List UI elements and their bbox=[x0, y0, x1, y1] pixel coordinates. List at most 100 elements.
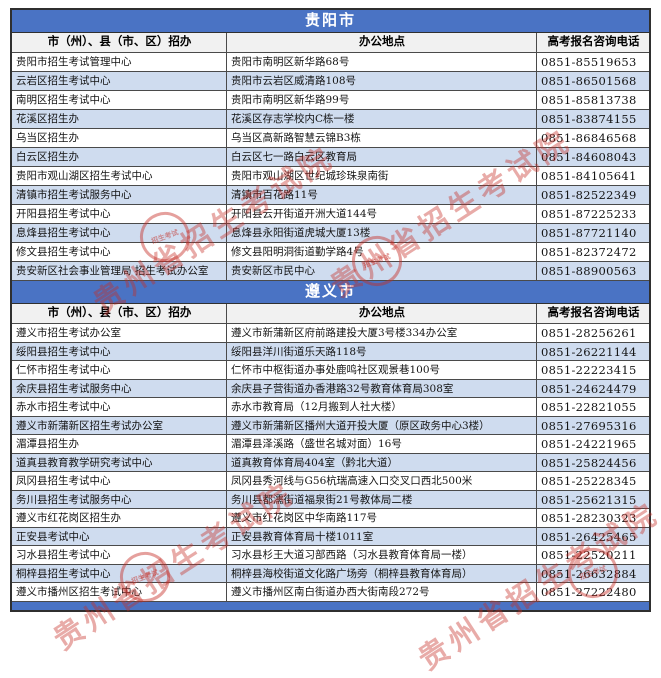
column-header-office: 市（州）、县（市、区）招办 bbox=[12, 304, 227, 323]
section-title-guiyang: 贵阳市 bbox=[12, 10, 649, 33]
table-row: 绥阳县招生考试中心 绥阳县洋川街道乐天路118号 0851-26221144 bbox=[12, 342, 649, 361]
table-row: 清镇市招生考试服务中心 清镇市百花路11号 0851-82522349 bbox=[12, 186, 649, 205]
cell-address: 花溪区存志学校内C栋一楼 bbox=[227, 110, 537, 128]
table-row: 贵阳市观山湖区招生考试中心 贵阳市观山湖区世纪城珍珠泉南街 0851-8410564… bbox=[12, 167, 649, 186]
cell-phone: 0851-25824456 bbox=[541, 455, 637, 470]
cell-address: 遵义市新蒲新区播州大道开投大厦（原区政务中心3楼） bbox=[227, 416, 537, 434]
cell-phone: 0851-85519653 bbox=[541, 55, 637, 69]
cell-address: 桐梓县海校街道文化路广场旁（桐梓县教育体育局） bbox=[227, 564, 537, 582]
cell-office: 南明区招生考试中心 bbox=[12, 91, 227, 109]
column-header-phone: 高考报名咨询电话 bbox=[547, 307, 640, 319]
cell-phone: 0851-84608043 bbox=[541, 150, 637, 164]
cell-office: 花溪区招生办 bbox=[12, 110, 227, 128]
cell-address: 乌当区高新路智慧云锦B3栋 bbox=[227, 129, 537, 147]
cell-office: 清镇市招生考试服务中心 bbox=[12, 186, 227, 204]
cell-office: 务川县招生考试服务中心 bbox=[12, 490, 227, 508]
table-row: 贵阳市招生考试管理中心 贵阳市南明区新华路68号 0851-85519653 bbox=[12, 53, 649, 72]
cell-address: 习水县杉王大道习部西路（习水县教育体育局一楼） bbox=[227, 546, 537, 564]
table-row: 遵义市招生考试办公室 遵义市新蒲新区府前路建投大厦3号楼334办公室 0851-28… bbox=[12, 324, 649, 343]
cell-office: 贵阳市招生考试管理中心 bbox=[12, 53, 227, 71]
table-row: 贵安新区社会事业管理局 招生考试办公室 贵安新区市民中心 0851-88900563 bbox=[12, 262, 649, 281]
cell-office: 道真县教育教学研究考试中心 bbox=[12, 453, 227, 471]
cell-phone: 0851-24221965 bbox=[541, 437, 637, 451]
cell-address: 贵阳市云岩区威清路108号 bbox=[227, 72, 537, 90]
cell-address: 贵阳市南明区新华路99号 bbox=[227, 91, 537, 109]
cell-phone: 0851-87721140 bbox=[541, 226, 637, 240]
table-row: 修文县招生考试中心 修文县阳明洞街道勤学路4号 0851-82372472 bbox=[12, 243, 649, 262]
cell-address: 贵安新区市民中心 bbox=[227, 262, 537, 280]
registration-offices-table: 贵阳市 市（州）、县（市、区）招办 办公地点 高考报名咨询电话 贵阳市招生考试管… bbox=[10, 8, 651, 612]
cell-address: 凤冈县秀河线与G56杭瑞高速入口交叉口西北500米 bbox=[227, 472, 537, 490]
table-row: 习水县招生考试中心 习水县杉王大道习部西路（习水县教育体育局一楼） 0851-225… bbox=[12, 546, 649, 565]
cell-office: 遵义市招生考试办公室 bbox=[12, 324, 227, 342]
column-header-row: 市（州）、县（市、区）招办 办公地点 高考报名咨询电话 bbox=[12, 304, 649, 324]
table-row: 南明区招生考试中心 贵阳市南明区新华路99号 0851-85813738 bbox=[12, 91, 649, 110]
cell-phone: 0851-28256261 bbox=[541, 326, 637, 340]
table-row: 息烽县招生考试中心 息烽县永阳街道虎城大厦13楼 0851-87721140 bbox=[12, 224, 649, 243]
cell-phone: 0851-88900563 bbox=[541, 264, 637, 278]
cell-phone: 0851-82372472 bbox=[541, 245, 637, 259]
table-row: 桐梓县招生考试中心 桐梓县海校街道文化路广场旁（桐梓县教育体育局） 0851-266… bbox=[12, 564, 649, 583]
section-title-zunyi: 遵义市 bbox=[12, 281, 649, 304]
cell-office: 云岩区招生考试中心 bbox=[12, 72, 227, 90]
cell-phone: 0851-26221144 bbox=[541, 344, 637, 359]
table-row: 湄潭县招生办 湄潭县泽溪路（盛世名城对面）16号 0851-24221965 bbox=[12, 435, 649, 454]
cell-office: 正安县考试中心 bbox=[12, 527, 227, 545]
cell-phone: 0851-82522349 bbox=[541, 188, 637, 202]
table-row: 乌当区招生办 乌当区高新路智慧云锦B3栋 0851-86846568 bbox=[12, 129, 649, 148]
cell-phone: 0851-86501568 bbox=[541, 74, 637, 88]
table-row: 凤冈县招生考试中心 凤冈县秀河线与G56杭瑞高速入口交叉口西北500米 0851-2… bbox=[12, 472, 649, 491]
cell-phone: 0851-83874155 bbox=[541, 112, 637, 126]
table-row: 白云区招生办 白云区七一路白云区教育局 0851-84608043 bbox=[12, 148, 649, 167]
cell-phone: 0851-28230323 bbox=[541, 511, 637, 525]
cell-address: 贵阳市南明区新华路68号 bbox=[227, 53, 537, 71]
section-guiyang: 贵阳市 市（州）、县（市、区）招办 办公地点 高考报名咨询电话 贵阳市招生考试管… bbox=[12, 10, 649, 281]
cell-office: 贵阳市观山湖区招生考试中心 bbox=[12, 167, 227, 185]
table-row: 花溪区招生办 花溪区存志学校内C栋一楼 0851-83874155 bbox=[12, 110, 649, 129]
cell-phone: 0851-84105641 bbox=[541, 169, 637, 183]
cell-address: 务川县都濡街道福泉街21号教体局二楼 bbox=[227, 490, 537, 508]
cell-office: 白云区招生办 bbox=[12, 148, 227, 166]
cell-address: 遵义市播州区南白街道办西大街南段272号 bbox=[227, 583, 537, 601]
table-row: 开阳县招生考试中心 开阳县云开街道开洲大道144号 0851-87225233 bbox=[12, 205, 649, 224]
cell-address: 湄潭县泽溪路（盛世名城对面）16号 bbox=[227, 435, 537, 453]
cell-phone: 0851-25621315 bbox=[541, 492, 637, 507]
cell-office: 修文县招生考试中心 bbox=[12, 243, 227, 261]
table-row: 遵义市播州区招生考试中心 遵义市播州区南白街道办西大街南段272号 0851-272… bbox=[12, 583, 649, 602]
table-row: 正安县考试中心 正安县教育体育局十楼1011室 0851-26425465 bbox=[12, 527, 649, 546]
cell-office: 息烽县招生考试中心 bbox=[12, 224, 227, 242]
cell-address: 修文县阳明洞街道勤学路4号 bbox=[227, 243, 537, 261]
cell-address: 清镇市百花路11号 bbox=[227, 186, 537, 204]
table-row: 遵义市新蒲新区招生考试办公室 遵义市新蒲新区播州大道开投大厦（原区政务中心3楼） 0… bbox=[12, 416, 649, 435]
cell-phone: 0851-22223415 bbox=[541, 363, 637, 377]
cell-address: 息烽县永阳街道虎城大厦13楼 bbox=[227, 224, 537, 242]
cell-office: 遵义市新蒲新区招生考试办公室 bbox=[12, 416, 227, 434]
cell-office: 贵安新区社会事业管理局 招生考试办公室 bbox=[12, 262, 227, 280]
table-row: 务川县招生考试服务中心 务川县都濡街道福泉街21号教体局二楼 0851-256213… bbox=[12, 490, 649, 509]
column-header-office: 市（州）、县（市、区）招办 bbox=[12, 33, 227, 52]
cell-phone: 0851-86846568 bbox=[541, 131, 637, 145]
cell-office: 桐梓县招生考试中心 bbox=[12, 564, 227, 582]
table-row: 赤水市招生考试中心 赤水市教育局（12月搬到人社大楼） 0851-22821055 bbox=[12, 398, 649, 417]
column-header-phone: 高考报名咨询电话 bbox=[547, 36, 640, 48]
cell-address: 遵义市新蒲新区府前路建投大厦3号楼334办公室 bbox=[227, 324, 537, 342]
table-row: 余庆县招生考试服务中心 余庆县子营街道办香港路32号教育体育局308室 0851-2… bbox=[12, 379, 649, 398]
cell-address: 正安县教育体育局十楼1011室 bbox=[227, 527, 537, 545]
cell-office: 仁怀市招生考试中心 bbox=[12, 361, 227, 379]
cell-office: 凤冈县招生考试中心 bbox=[12, 472, 227, 490]
section-zunyi: 遵义市 市（州）、县（市、区）招办 办公地点 高考报名咨询电话 遵义市招生考试办… bbox=[12, 281, 649, 602]
table-row: 仁怀市招生考试中心 仁怀市中枢街道办事处鹿鸣社区观景巷100号 0851-22223… bbox=[12, 361, 649, 380]
cell-phone: 0851-85813738 bbox=[541, 93, 637, 107]
cell-address: 绥阳县洋川街道乐天路118号 bbox=[227, 342, 537, 360]
cell-office: 开阳县招生考试中心 bbox=[12, 205, 227, 223]
cell-phone: 0851-26632884 bbox=[541, 566, 637, 581]
cell-phone: 0851-24624479 bbox=[541, 381, 637, 396]
cell-phone: 0851-25228345 bbox=[541, 474, 637, 488]
cell-office: 湄潭县招生办 bbox=[12, 435, 227, 453]
cell-office: 余庆县招生考试服务中心 bbox=[12, 379, 227, 397]
column-header-address: 办公地点 bbox=[227, 33, 537, 52]
table-row: 遵义市红花岗区招生办 遵义市红花岗区中华南路117号 0851-28230323 bbox=[12, 509, 649, 528]
table-row: 云岩区招生考试中心 贵阳市云岩区威清路108号 0851-86501568 bbox=[12, 72, 649, 91]
table-body-zunyi: 遵义市招生考试办公室 遵义市新蒲新区府前路建投大厦3号楼334办公室 0851-28… bbox=[12, 324, 649, 602]
table-row: 道真县教育教学研究考试中心 道真教育体育局404室（黔北大道） 0851-25824… bbox=[12, 453, 649, 472]
